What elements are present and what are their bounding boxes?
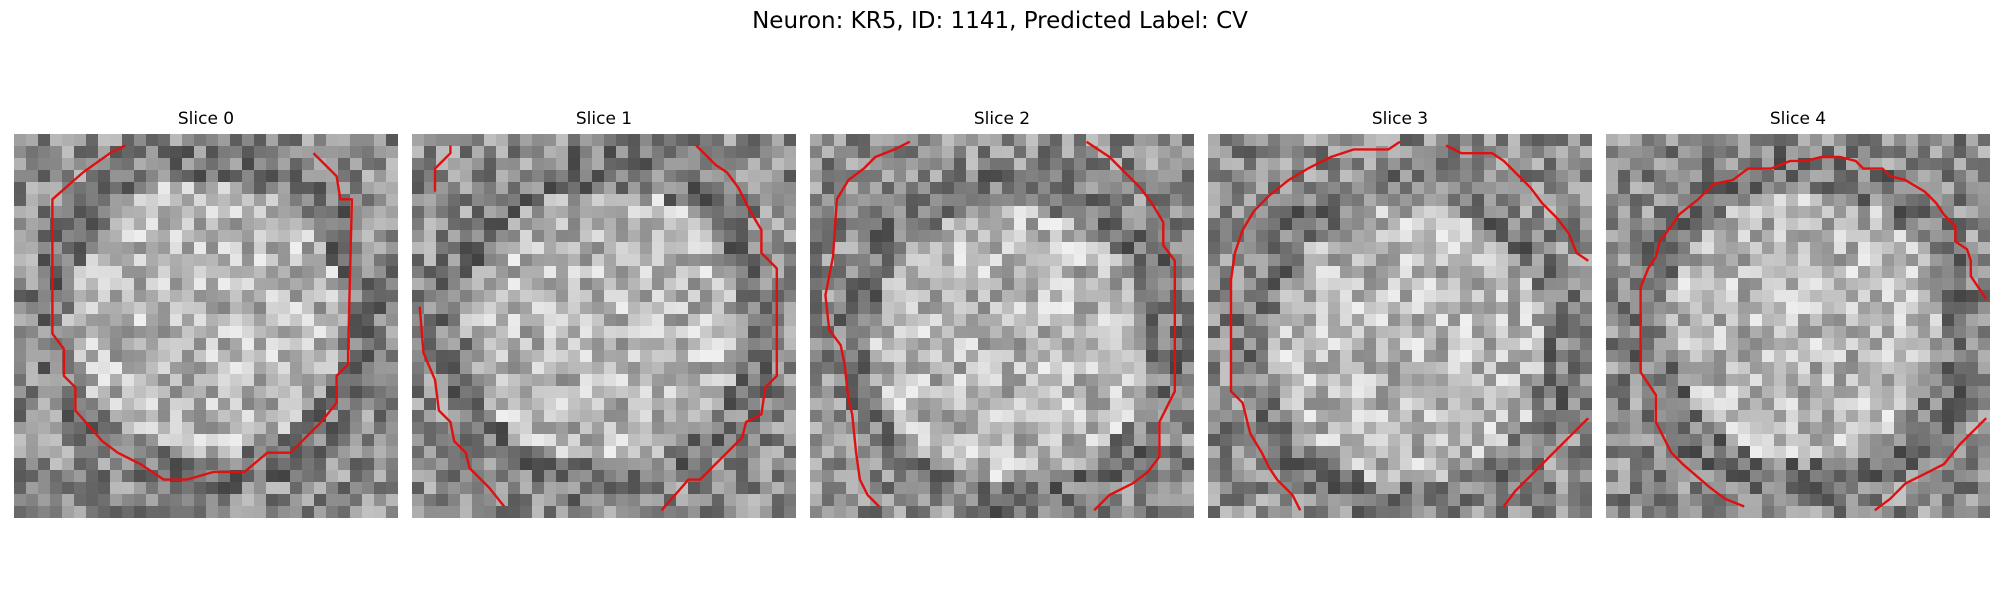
slice-title: Slice 1 [575,109,633,129]
slice-panel: Slice 1 [412,107,796,518]
slice-title: Slice 2 [973,109,1031,129]
slice-pixels [1606,134,1990,518]
slice-pixels [14,134,398,518]
contour-line [51,144,354,481]
slice-title: Slice 0 [177,109,235,129]
contour-line [1445,144,1589,262]
figure-title: Neuron: KR5, ID: 1141, Predicted Label: … [752,8,1248,34]
contour-line [660,144,778,512]
contour-line [1502,417,1590,508]
slice-panel: Slice 0 [14,107,398,518]
contour-line [433,145,452,192]
slice-panel: Slice 2 [810,107,1194,518]
contour-line [824,140,911,508]
contour-line [1085,140,1176,512]
slice-pixels [1208,134,1592,518]
slice-pixels [810,134,1194,518]
contour-line [1229,140,1401,511]
slice-image [14,134,398,518]
slice-title: Slice 3 [1371,109,1429,129]
slice-image [810,134,1194,518]
contour-line [1639,155,1988,508]
slice-panel: Slice 3 [1208,107,1592,518]
slice-panel: Slice 4 [1606,107,1990,518]
slice-title: Slice 4 [1769,109,1827,129]
slice-image [412,134,796,518]
contour-line [1874,417,1988,512]
slice-image [1606,134,1990,518]
contour-line [418,306,506,508]
slice-pixels [412,134,796,518]
slice-image [1208,134,1592,518]
